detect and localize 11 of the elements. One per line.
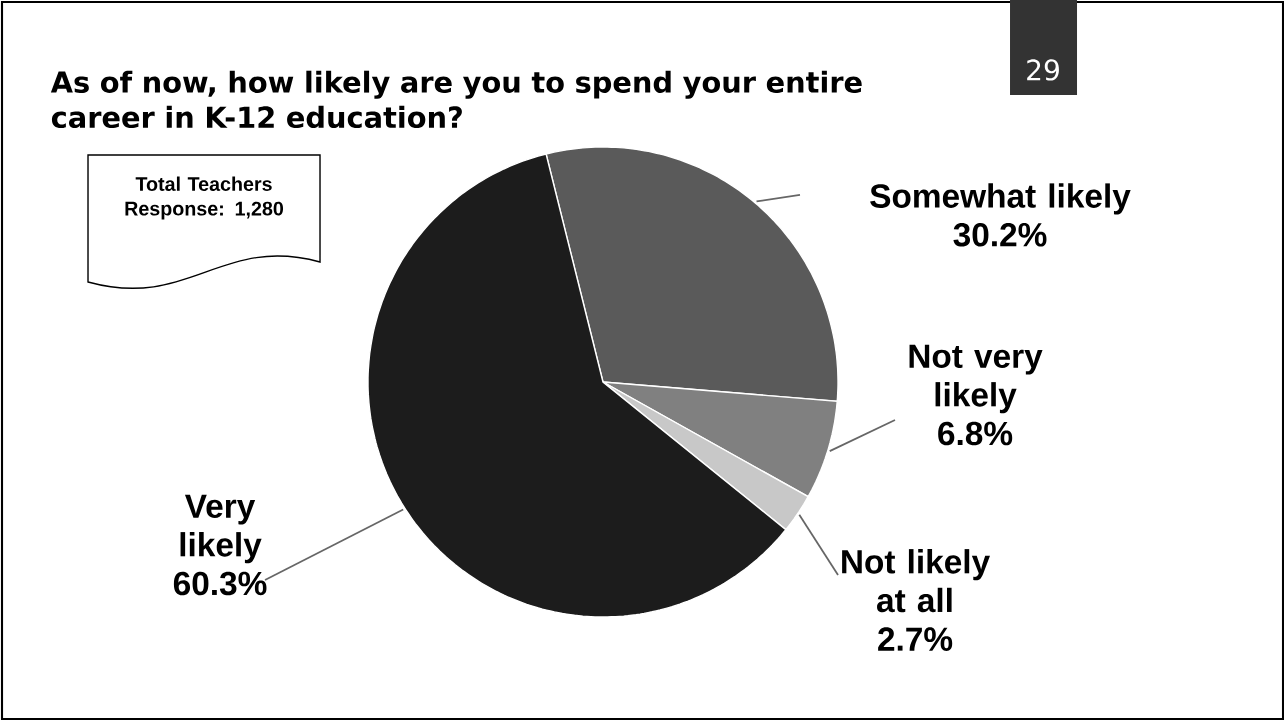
text: Total Teachers Response: 1,280: [125, 176, 284, 220]
slice-label: Very likely: [180, 494, 262, 564]
slice-label: Not very likely: [909, 344, 1043, 414]
data-label: 30.2%: [953, 222, 1047, 247]
data-label: 60.3%: [173, 571, 267, 596]
data-label: 6.8%: [938, 421, 1013, 446]
chart-title: As of now, how likely are you to spend your entire career in K-12 education?: [50, 70, 862, 129]
slice-label: Not likely at all: [842, 549, 990, 613]
text: 29: [1027, 59, 1059, 81]
legend-label: Somewhat likely: [870, 183, 1131, 215]
data-label: 2.7%: [878, 627, 953, 651]
